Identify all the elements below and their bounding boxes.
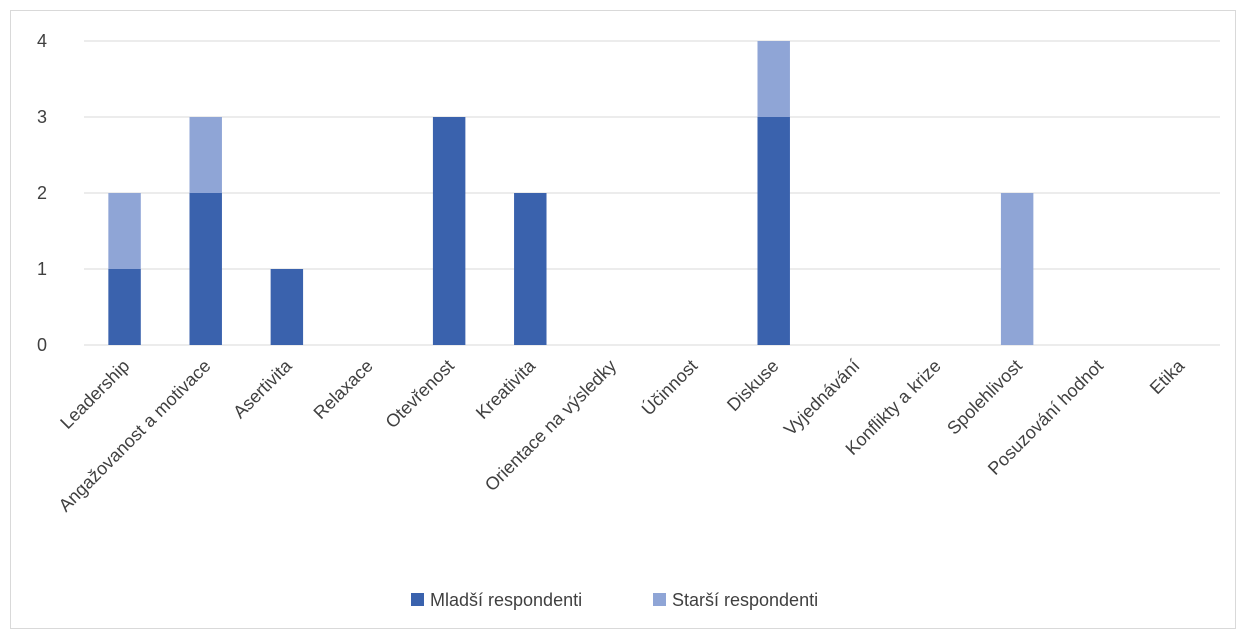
y-tick-label: 0	[37, 335, 47, 355]
y-tick-label: 1	[37, 259, 47, 279]
legend-label: Mladší respondenti	[430, 590, 582, 610]
x-tick-label: Vyjednávání	[780, 356, 864, 440]
y-axis-ticks: 0 1 2 3 4	[37, 31, 47, 355]
y-tick-label: 3	[37, 107, 47, 127]
bar-starsi-8	[757, 41, 790, 117]
bar-mladsi-2	[270, 269, 304, 345]
x-tick-label: Leadership	[56, 356, 133, 433]
x-tick-label: Kreativita	[472, 355, 540, 423]
bar-mladsi-0	[108, 269, 141, 345]
x-tick-label: Orientace na výsledky	[481, 356, 620, 495]
legend-swatch	[653, 593, 666, 606]
x-tick-label: Spolehlivost	[943, 356, 1026, 439]
bar-starsi-11	[1000, 193, 1034, 345]
x-tick-label: Asertivita	[229, 355, 296, 422]
bar-mladsi-4	[432, 117, 466, 345]
bar-starsi-0	[108, 193, 141, 269]
x-tick-label: Účinnost	[637, 355, 701, 419]
bar-mladsi-1	[189, 193, 222, 345]
x-tick-label: Angažovanost a motivace	[55, 356, 215, 516]
legend: Mladší respondenti Starší respondenti	[411, 590, 818, 610]
grid-lines	[84, 40, 1220, 346]
legend-swatch	[411, 593, 424, 606]
y-tick-label: 2	[37, 183, 47, 203]
bars	[108, 41, 1034, 345]
legend-label: Starší respondenti	[672, 590, 818, 610]
bar-starsi-1	[189, 117, 222, 193]
bar-mladsi-5	[514, 193, 547, 345]
x-tick-label: Otevřenost	[382, 356, 458, 432]
y-tick-label: 4	[37, 31, 47, 51]
x-tick-label: Diskuse	[723, 356, 782, 415]
bar-mladsi-8	[757, 117, 790, 345]
x-tick-label: Relaxace	[310, 356, 377, 423]
x-tick-label: Etika	[1146, 355, 1189, 398]
